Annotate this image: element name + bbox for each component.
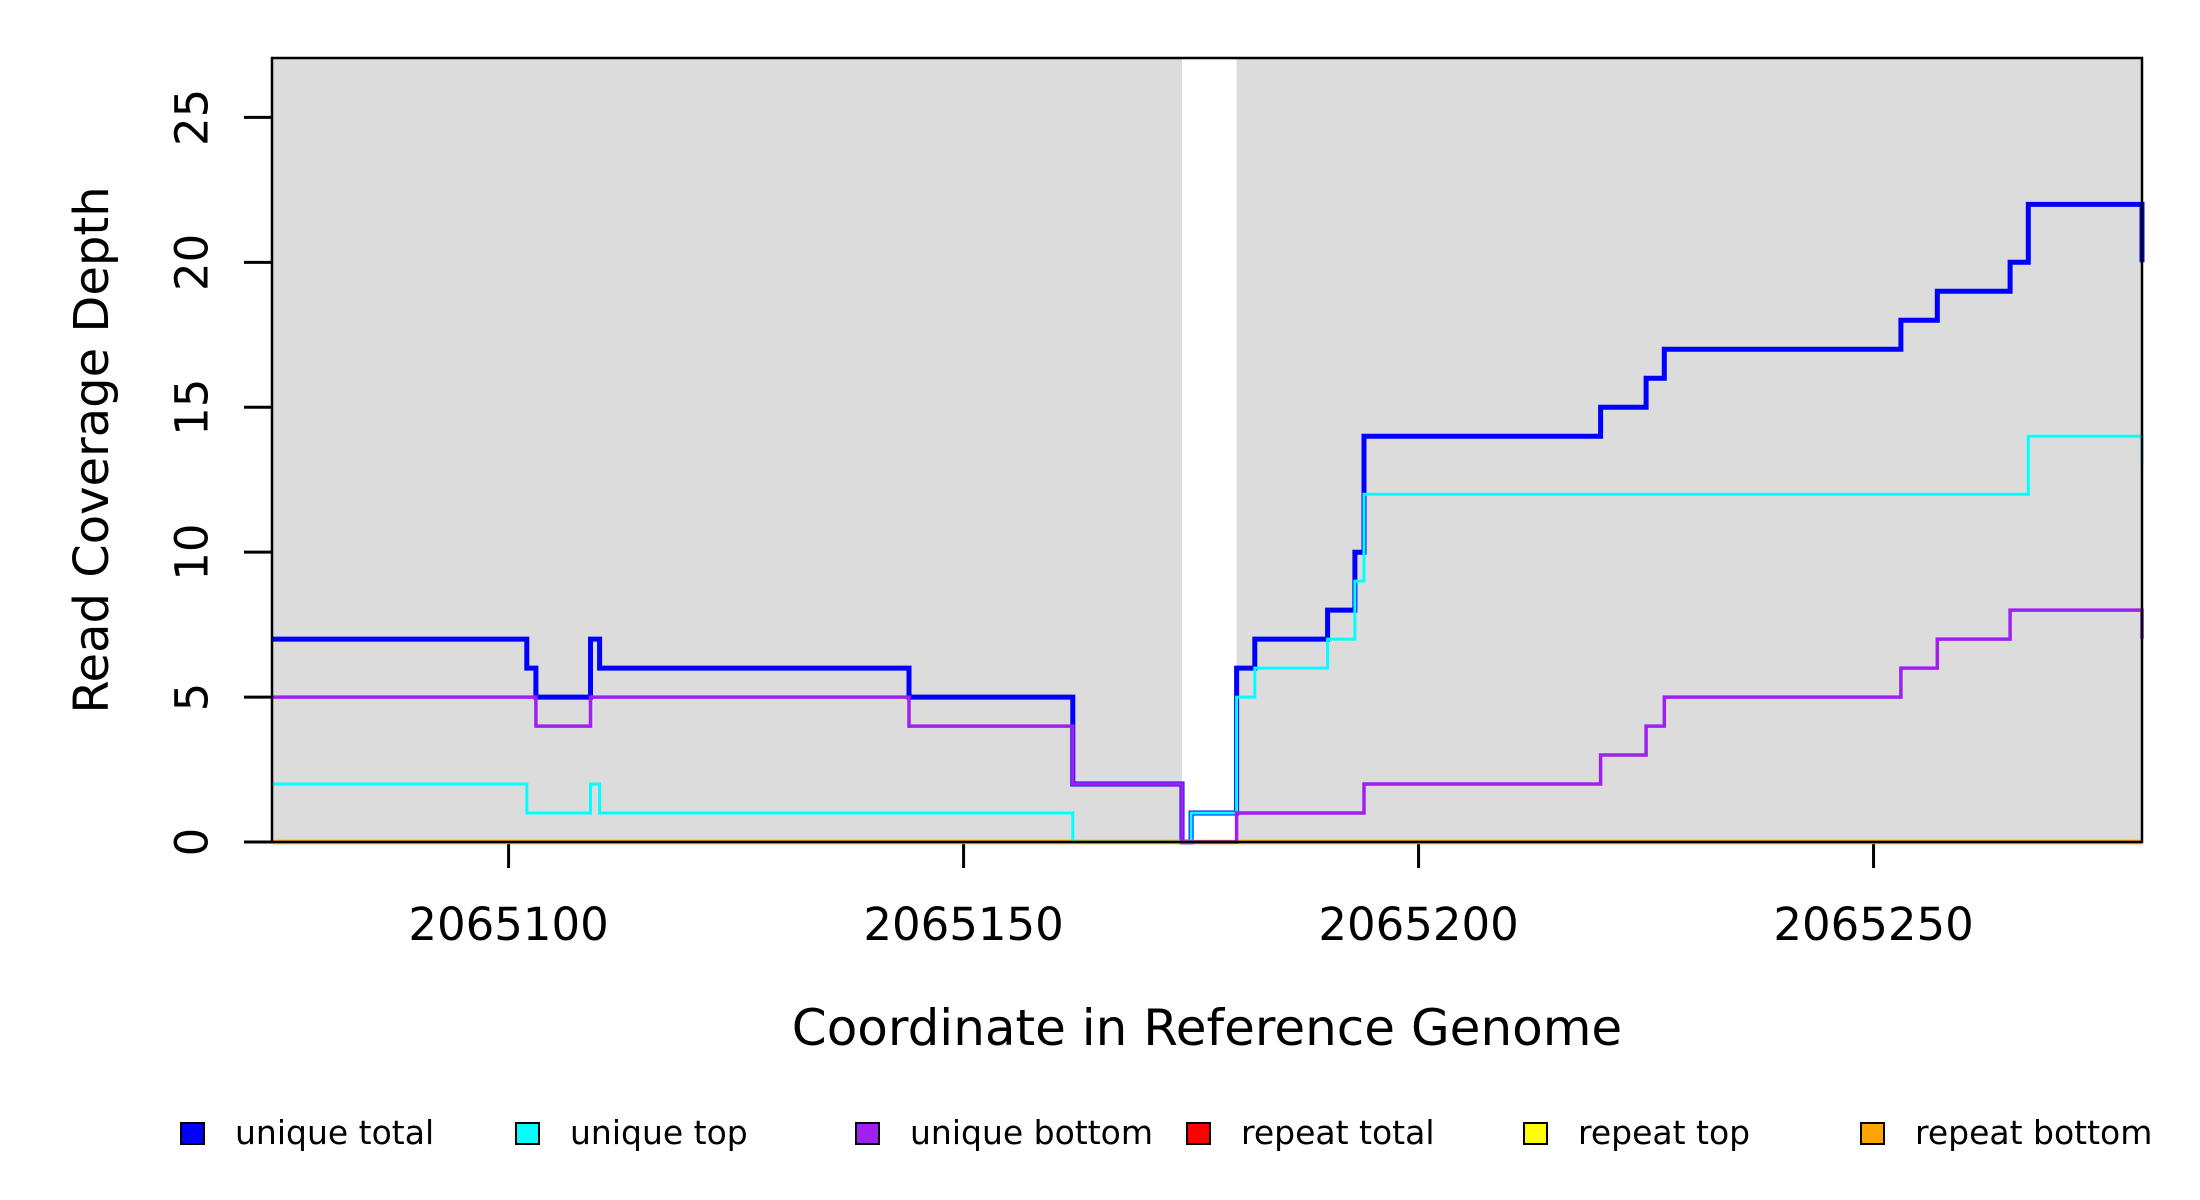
- x-tick-label-1: 2065150: [863, 898, 1063, 951]
- x-tick-label-2: 2065200: [1318, 898, 1518, 951]
- x-tick-label-3: 2065250: [1773, 898, 1973, 951]
- y-axis-title: Read Coverage Depth: [64, 186, 120, 714]
- panel-background-right: [1236, 58, 2142, 842]
- y-tick-label-4: 20: [166, 234, 219, 291]
- plot-box: [270, 56, 2144, 844]
- y-tick-label-1: 5: [166, 683, 219, 712]
- series-line-unique-bottom: [272, 608, 2144, 844]
- series-line-unique-top: [272, 434, 2144, 844]
- y-tick-label-2: 10: [166, 524, 219, 581]
- x-axis-title: Coordinate in Reference Genome: [791, 999, 1623, 1057]
- x-tick-label-0: 2065100: [408, 898, 608, 951]
- y-tick-label-0: 0: [166, 828, 219, 857]
- y-tick-label-3: 15: [166, 379, 219, 436]
- panel-background-left: [272, 58, 1182, 842]
- y-tick-label-5: 25: [166, 89, 219, 146]
